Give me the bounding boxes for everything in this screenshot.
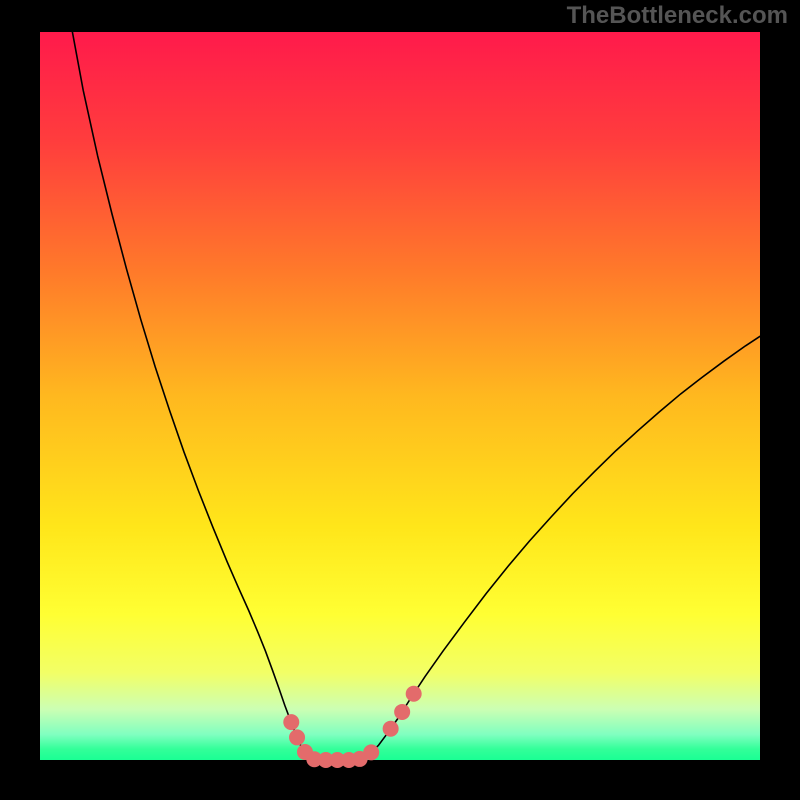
data-marker: [289, 729, 305, 745]
data-marker: [406, 686, 422, 702]
data-marker: [383, 721, 399, 737]
watermark-text: TheBottleneck.com: [567, 2, 788, 30]
data-marker: [363, 744, 379, 760]
data-marker: [283, 714, 299, 730]
data-marker: [394, 704, 410, 720]
plot-background: [40, 32, 760, 760]
